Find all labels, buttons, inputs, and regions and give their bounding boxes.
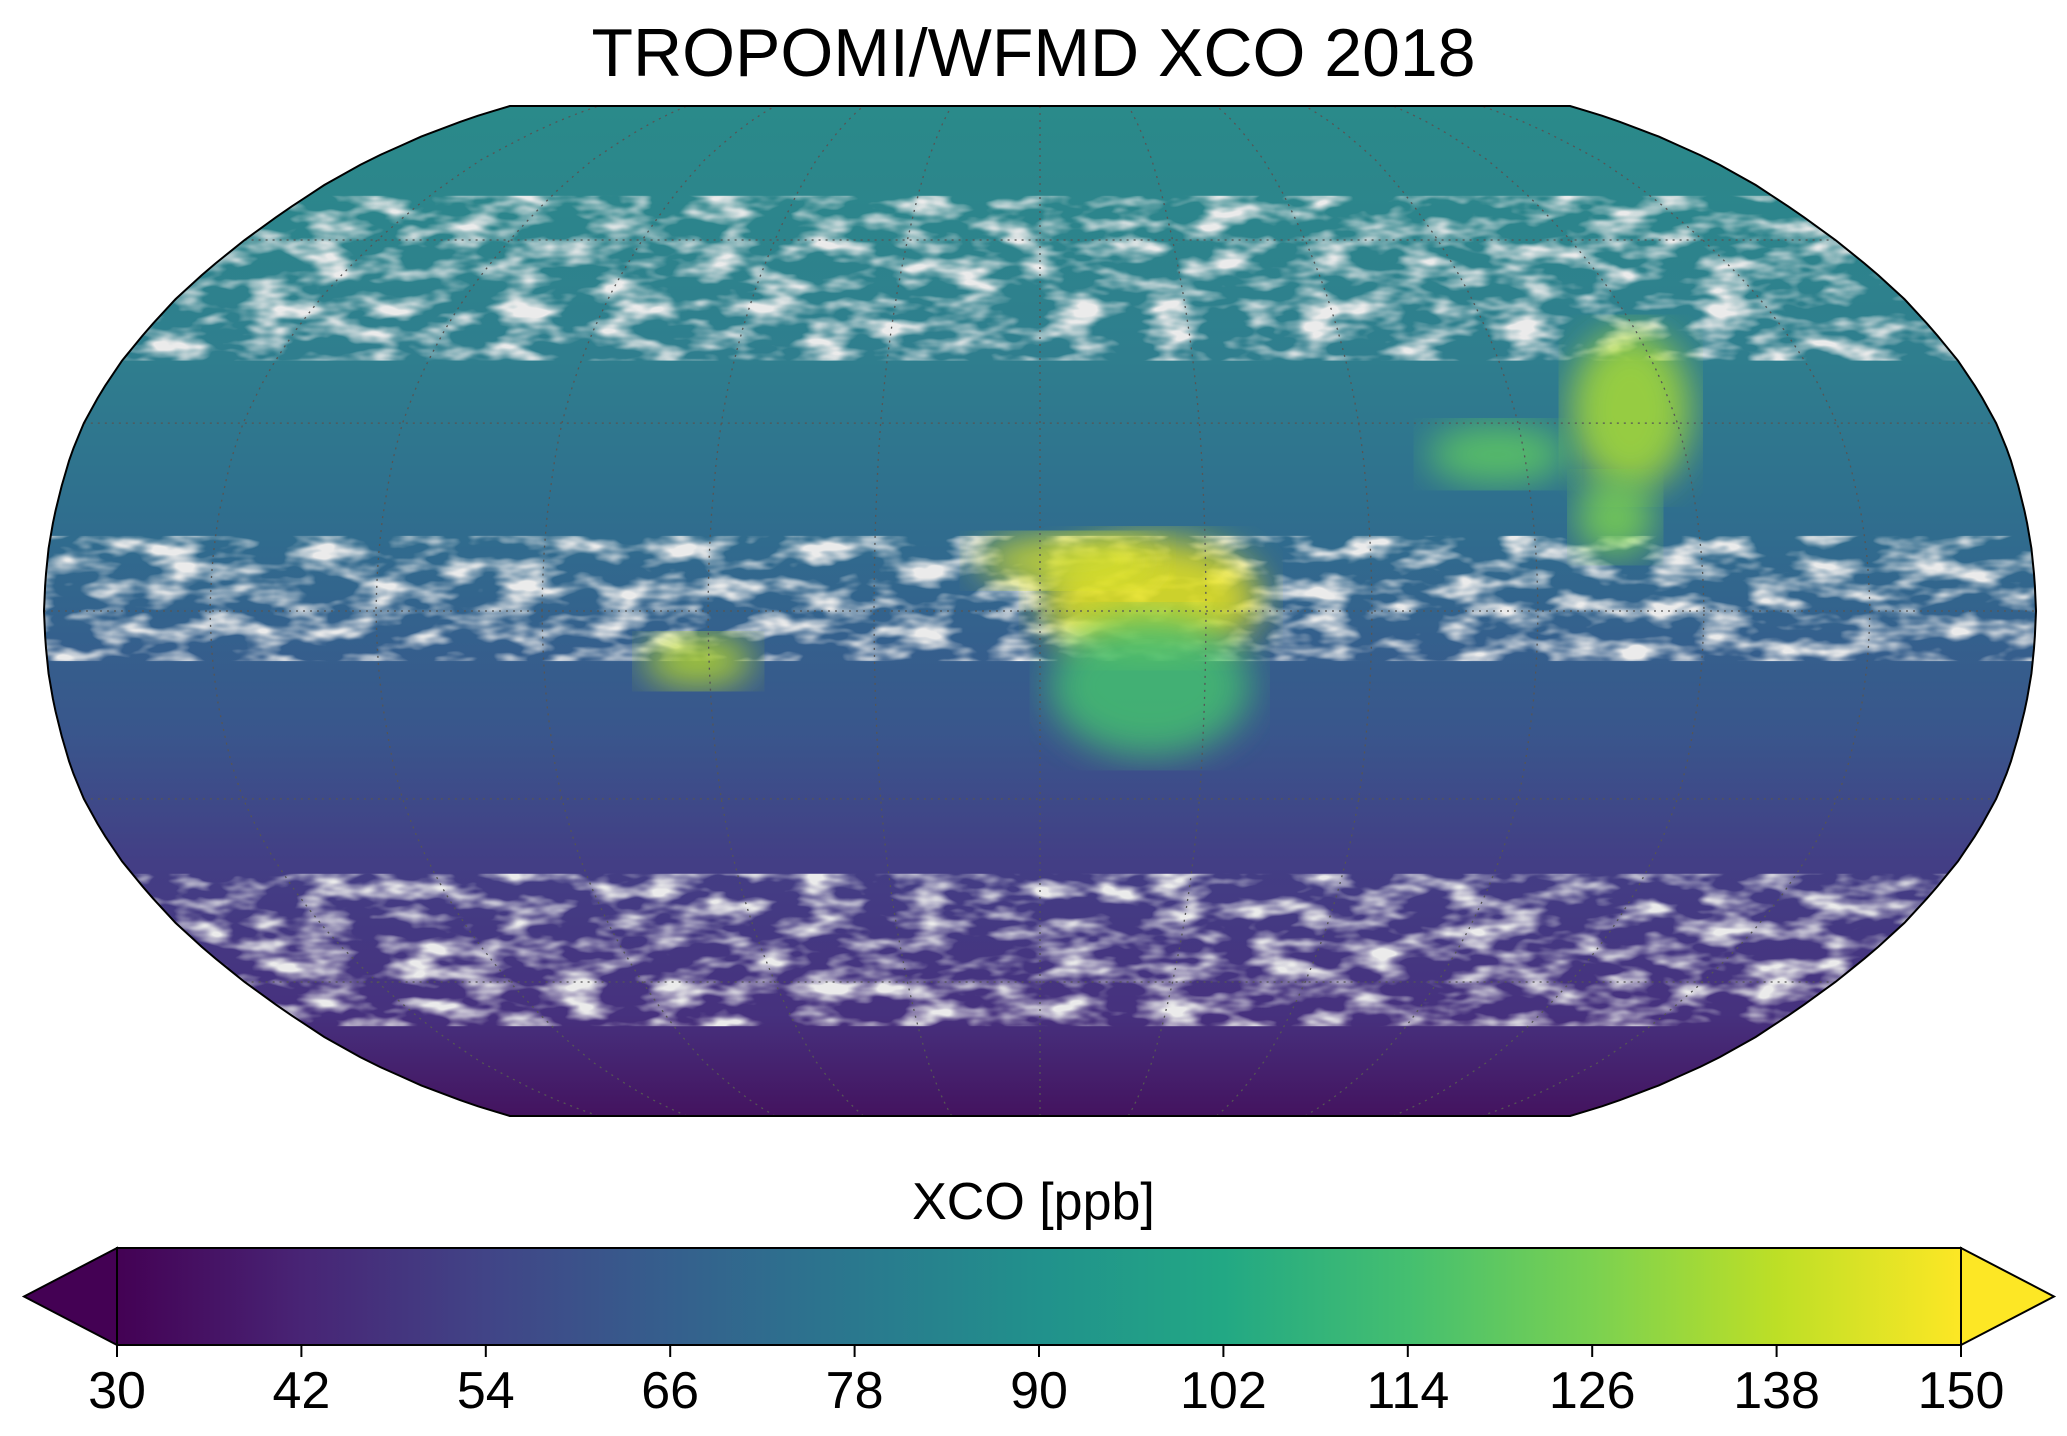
meridian-gridline (707, 106, 864, 1116)
map-area (44, 106, 2036, 1116)
colorbar-tick-label: 66 (641, 1362, 699, 1420)
colorbar-tick-label: 114 (1366, 1362, 1449, 1420)
figure-title: TROPOMI/WFMD XCO 2018 (591, 15, 1476, 91)
colorbar: 30 42 54 66 78 90 102 114 126 138 150 (21, 1246, 2057, 1420)
meridian-gridline (1304, 106, 1539, 1116)
meridian-gridline (1216, 106, 1373, 1116)
colorbar-tick-label: 78 (826, 1362, 884, 1420)
hotspot-amazon (643, 636, 754, 687)
colorbar-extend-max (1960, 1246, 2057, 1347)
colorbar-tick-label: 138 (1733, 1362, 1820, 1420)
meridian-gridline (1127, 106, 1207, 1116)
hotspot-eastern-china (1570, 330, 1691, 491)
missing-data-north (44, 195, 2036, 361)
hotspot-southern-africa (1049, 616, 1250, 757)
map-boundary (42, 105, 2038, 1117)
colorbar-tick-label: 30 (88, 1362, 146, 1420)
colorbar-body (116, 1247, 1962, 1346)
meridian-gridline (209, 106, 599, 1116)
colorbar-tick-label: 126 (1549, 1362, 1636, 1420)
colorbar-tick-label: 54 (457, 1362, 515, 1420)
colorbar-extend-min (21, 1246, 118, 1347)
colorbar-tick-label: 90 (1010, 1362, 1068, 1420)
colorbar-tick-label: 42 (272, 1362, 330, 1420)
meridian-gridline (1481, 106, 1871, 1116)
colorbar-tick-label: 150 (1918, 1362, 2005, 1420)
hotspot-south-asia (1427, 424, 1568, 485)
hotspot-west-africa (977, 535, 1158, 586)
meridian-gridline (873, 106, 953, 1116)
colorbar-label: XCO [ppb] (912, 1173, 1155, 1231)
hotspot-southeast-asia (1575, 477, 1656, 558)
missing-data-south (44, 873, 2036, 1027)
colorbar-tick-label: 102 (1180, 1362, 1267, 1420)
meridian-gridline (541, 106, 776, 1116)
